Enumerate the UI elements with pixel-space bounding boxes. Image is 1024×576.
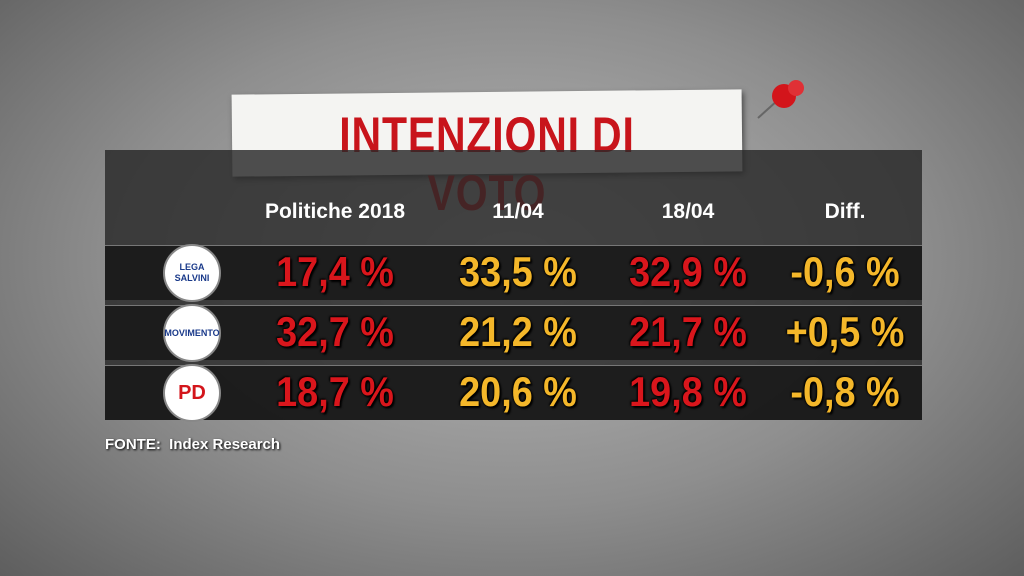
value-cell: 21,7 % [629,308,747,355]
logo-text: SALVINI [174,273,210,283]
column-header: 11/04 [492,200,544,223]
value-cell: 21,2 % [459,308,577,355]
column-header: Politiche 2018 [264,200,406,223]
value-cell: 32,7 % [276,308,394,355]
pin [757,80,804,119]
party-logo: LEGA SALVINI [163,244,221,302]
logo-text: PD [178,381,206,404]
value-cell: 32,9 % [629,248,747,295]
value-cell: -0,6 % [790,248,900,295]
logo-text: LEGA [179,262,205,272]
value-cell: -0,8 % [790,368,900,415]
source-label: FONTE: [105,436,161,453]
column-header: 18/04 [661,200,715,223]
row-background [105,245,922,300]
row-background [105,365,922,420]
column-header: Diff. [824,200,866,223]
logo-text: MOVIMENTO [164,327,220,338]
value-cell: +0,5 % [785,308,905,355]
value-cell: 17,4 % [276,248,394,295]
row-background [105,305,922,360]
value-cell: 19,8 % [629,368,747,415]
party-logo: PD [163,364,221,422]
party-logo: MOVIMENTO [163,304,221,362]
value-cell: 20,6 % [459,368,577,415]
source-name: Index Research [169,436,281,453]
value-cell: 18,7 % [276,368,394,415]
value-cell: 33,5 % [459,248,577,295]
source: FONTE: Index Research [105,436,280,453]
